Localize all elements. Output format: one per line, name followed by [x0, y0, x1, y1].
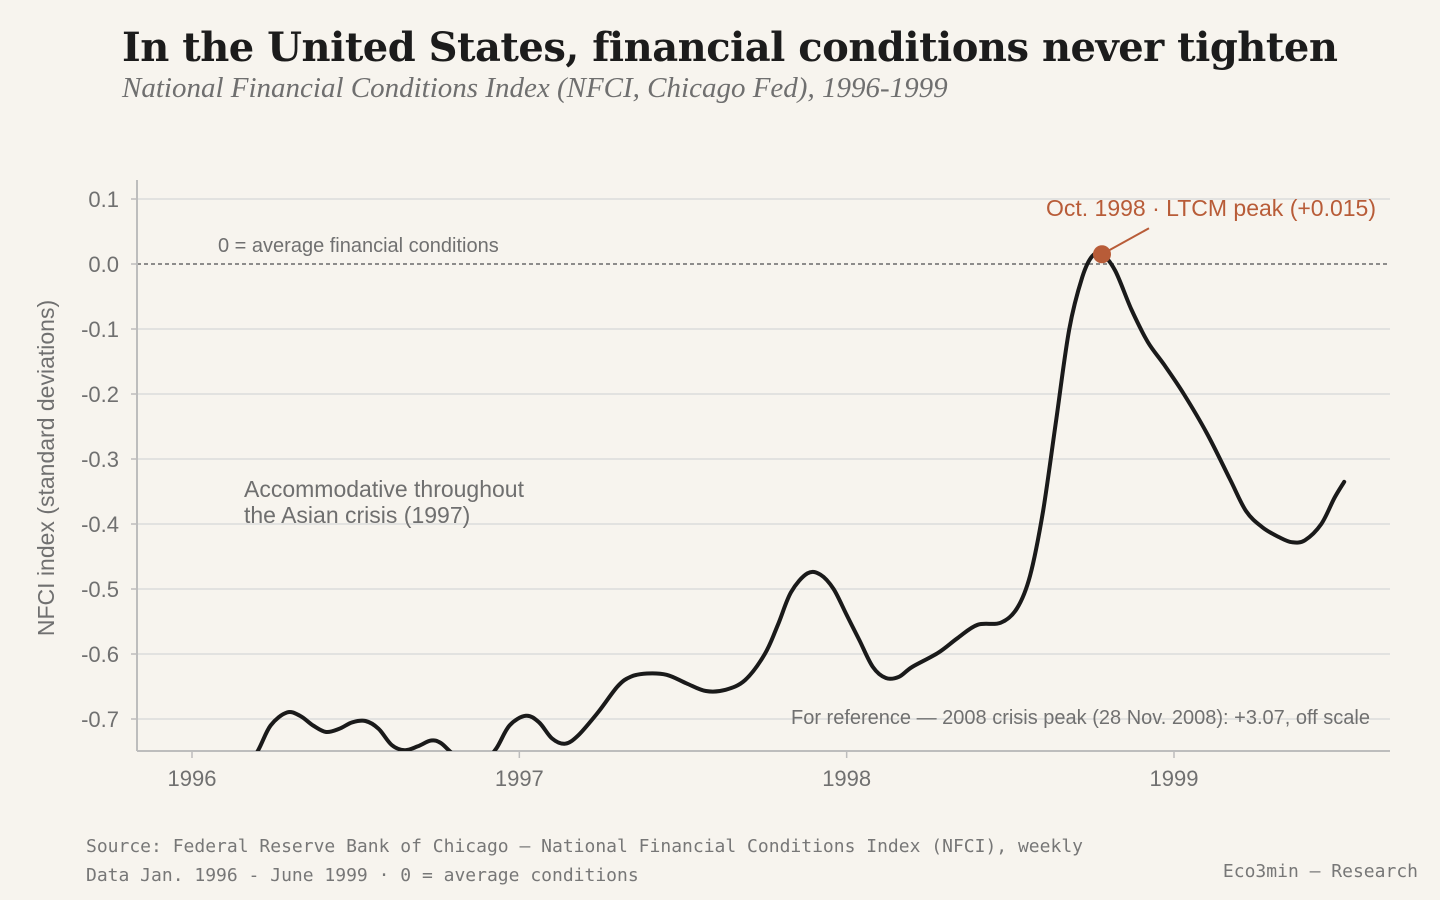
y-tick-label: -0.2: [81, 382, 119, 407]
source-line-2: Data Jan. 1996 - June 1999 · 0 = average…: [86, 865, 639, 886]
chart-subtitle: National Financial Conditions Index (NFC…: [122, 72, 948, 104]
y-tick-label: -0.3: [81, 447, 119, 472]
y-axis-ticks: 0.1 0.0 -0.1 -0.2 -0.3 -0.4 -0.5 -0.6 -0.7: [81, 187, 137, 732]
source-line-1: Source: Federal Reserve Bank of Chicago …: [86, 836, 1083, 857]
y-tick-label: 0.1: [88, 187, 119, 212]
source-note: Source: Federal Reserve Bank of Chicago …: [86, 832, 1083, 890]
asian-crisis-annotation-line2: the Asian crisis (1997): [244, 502, 470, 528]
y-axis-title: NFCI index (standard deviations): [33, 300, 59, 636]
chart-title: In the United States, financial conditio…: [122, 24, 1338, 71]
brand-credit: Eco3min — Research: [1222, 861, 1418, 882]
y-tick-label: -0.1: [81, 317, 119, 342]
x-tick-label: 1996: [168, 766, 217, 791]
y-tick-label: -0.6: [81, 642, 119, 667]
asian-crisis-annotation-line1: Accommodative throughout: [244, 476, 525, 502]
zero-reference-label: 0 = average financial conditions: [218, 235, 499, 257]
peak-annotation-label: Oct. 1998 · LTCM peak (+0.015): [1046, 195, 1376, 221]
x-tick-label: 1998: [822, 766, 871, 791]
axes: [136, 180, 1390, 752]
grid-lines: [137, 198, 1390, 720]
nfci-series-line: [255, 250, 1347, 751]
y-tick-label: -0.4: [81, 512, 119, 537]
x-tick-label: 1997: [495, 766, 544, 791]
series-group: [255, 250, 1347, 751]
reference-2008-annotation: For reference — 2008 crisis peak (28 Nov…: [791, 707, 1370, 729]
peak-marker: [1092, 245, 1111, 264]
x-axis-ticks: 1996 1997 1998 1999: [168, 751, 1199, 791]
y-tick-label: -0.7: [81, 707, 119, 732]
y-tick-label: 0.0: [88, 252, 119, 277]
y-tick-label: -0.5: [81, 577, 119, 602]
x-tick-label: 1999: [1150, 766, 1199, 791]
